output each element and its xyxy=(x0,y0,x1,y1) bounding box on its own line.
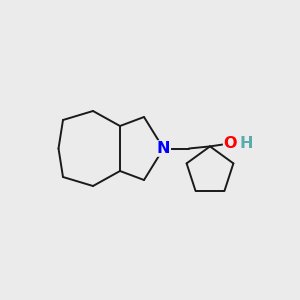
Text: O: O xyxy=(224,136,237,151)
Text: N: N xyxy=(157,141,170,156)
Text: H: H xyxy=(239,136,253,151)
